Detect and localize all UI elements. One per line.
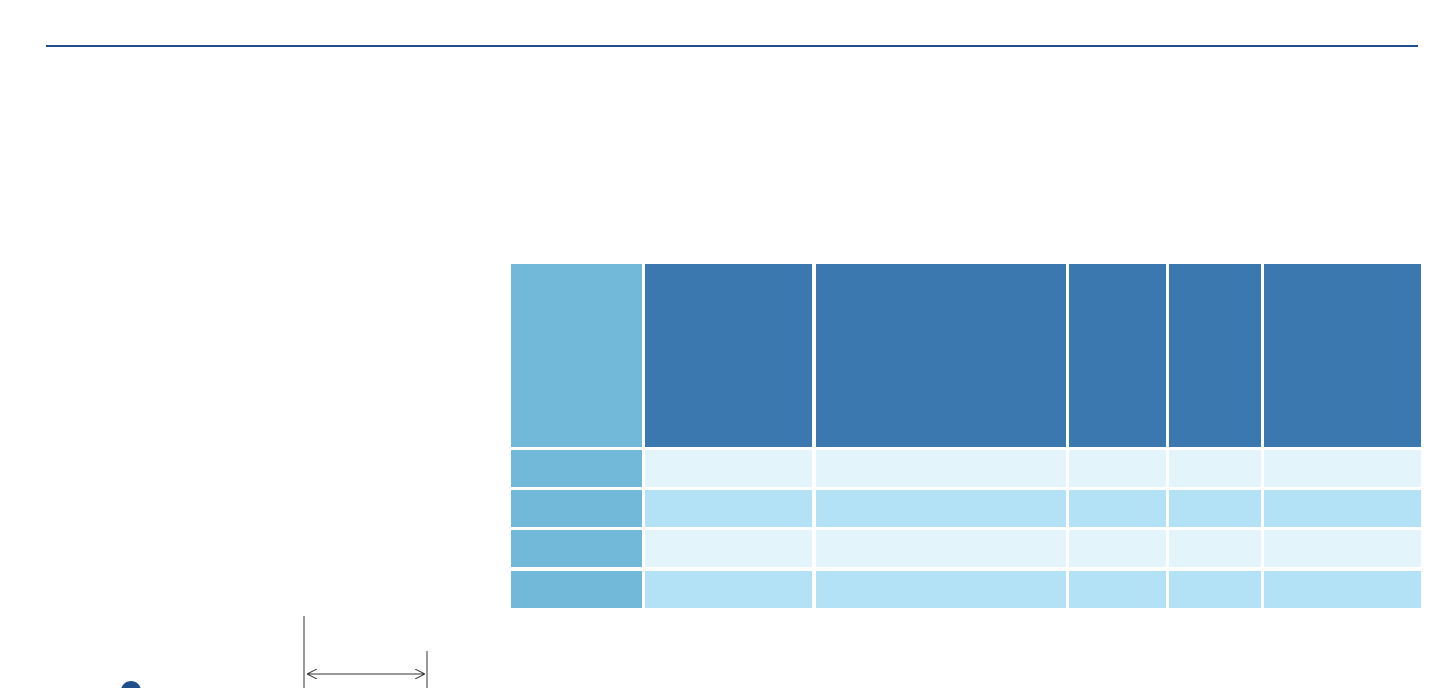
table-cell — [816, 530, 1066, 567]
table-cell — [1264, 530, 1421, 567]
table — [511, 264, 1421, 608]
table-cell — [1069, 450, 1166, 487]
header-cell — [1169, 264, 1261, 447]
table-cell — [1069, 571, 1166, 608]
table-cell — [1264, 450, 1421, 487]
table-cell — [1069, 530, 1166, 567]
table-cell — [1169, 450, 1261, 487]
table-cell — [645, 490, 812, 527]
table-cell — [816, 571, 1066, 608]
table-cell — [511, 571, 642, 608]
header-cell — [1069, 264, 1166, 447]
header-cell — [1264, 264, 1421, 447]
table-cell — [1264, 490, 1421, 527]
table-cell — [1169, 571, 1261, 608]
table-cell — [1169, 490, 1261, 527]
header-cell — [645, 264, 812, 447]
marker-dot — [121, 681, 141, 688]
table-cell — [511, 450, 642, 487]
table-cell — [816, 490, 1066, 527]
table-cell — [511, 490, 642, 527]
table-cell — [511, 530, 642, 567]
table-cell — [816, 450, 1066, 487]
table-cell — [645, 571, 812, 608]
table-cell — [645, 530, 812, 567]
header-cell — [511, 264, 642, 447]
table-cell — [645, 450, 812, 487]
table-cell — [1169, 530, 1261, 567]
header-cell — [816, 264, 1066, 447]
table-cell — [1264, 571, 1421, 608]
table-cell — [1069, 490, 1166, 527]
